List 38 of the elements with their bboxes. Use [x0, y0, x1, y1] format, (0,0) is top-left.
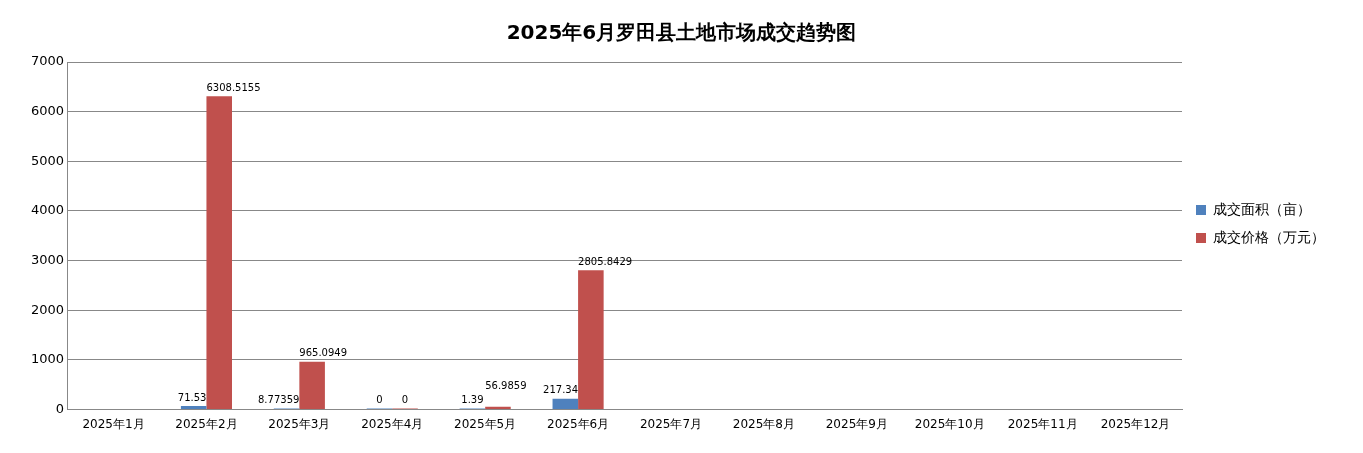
data-label: 965.0949 [299, 347, 348, 359]
x-tick-label: 2025年6月 [546, 416, 610, 431]
y-tick-label: 6000 [30, 103, 65, 119]
data-label: 217.34 [543, 384, 579, 396]
data-label: 56.9859 [485, 380, 527, 392]
y-tick-label: 7000 [30, 53, 65, 69]
data-label: 1.39 [461, 394, 484, 406]
legend-label: 成交面积（亩） [1213, 200, 1311, 217]
y-tick-label: 5000 [30, 152, 65, 168]
x-tick-label: 2025年3月 [268, 416, 331, 431]
x-tick-label: 2025年7月 [639, 416, 703, 431]
y-tick-label: 4000 [30, 202, 65, 218]
x-tick-label: 2025年8月 [732, 416, 795, 431]
data-label: 71.53 [177, 391, 207, 403]
x-tick-label: 2025年10月 [914, 416, 985, 431]
x-tick-label: 2025年11月 [1007, 416, 1078, 431]
data-label: 8.77359 [258, 394, 300, 406]
data-label: 0 [376, 394, 383, 406]
data-label: 6308.5155 [206, 81, 261, 93]
x-tick-label: 2025年2月 [175, 416, 238, 431]
bar [299, 361, 325, 410]
y-tick-label: 1000 [30, 351, 65, 367]
x-tick-label: 2025年12月 [1100, 416, 1171, 431]
legend-label: 成交价格（万元） [1213, 228, 1325, 245]
x-tick-label: 2025年4月 [361, 416, 424, 431]
x-tick-label: 2025年5月 [454, 416, 517, 431]
data-label: 0 [401, 394, 409, 406]
bar [180, 406, 207, 410]
x-tick-label: 2025年9月 [825, 416, 888, 431]
x-tick-label: 2025年1月 [82, 416, 145, 431]
bar [578, 270, 604, 410]
data-label: 2805.8429 [578, 255, 633, 267]
y-tick-label: 0 [55, 400, 65, 416]
y-tick-label: 2000 [30, 301, 65, 317]
y-tick-label: 3000 [30, 252, 65, 267]
chart-title: 2025年6月罗田县土地市场成交趋势图 [506, 20, 857, 45]
bar [206, 96, 232, 410]
bar [552, 398, 579, 410]
